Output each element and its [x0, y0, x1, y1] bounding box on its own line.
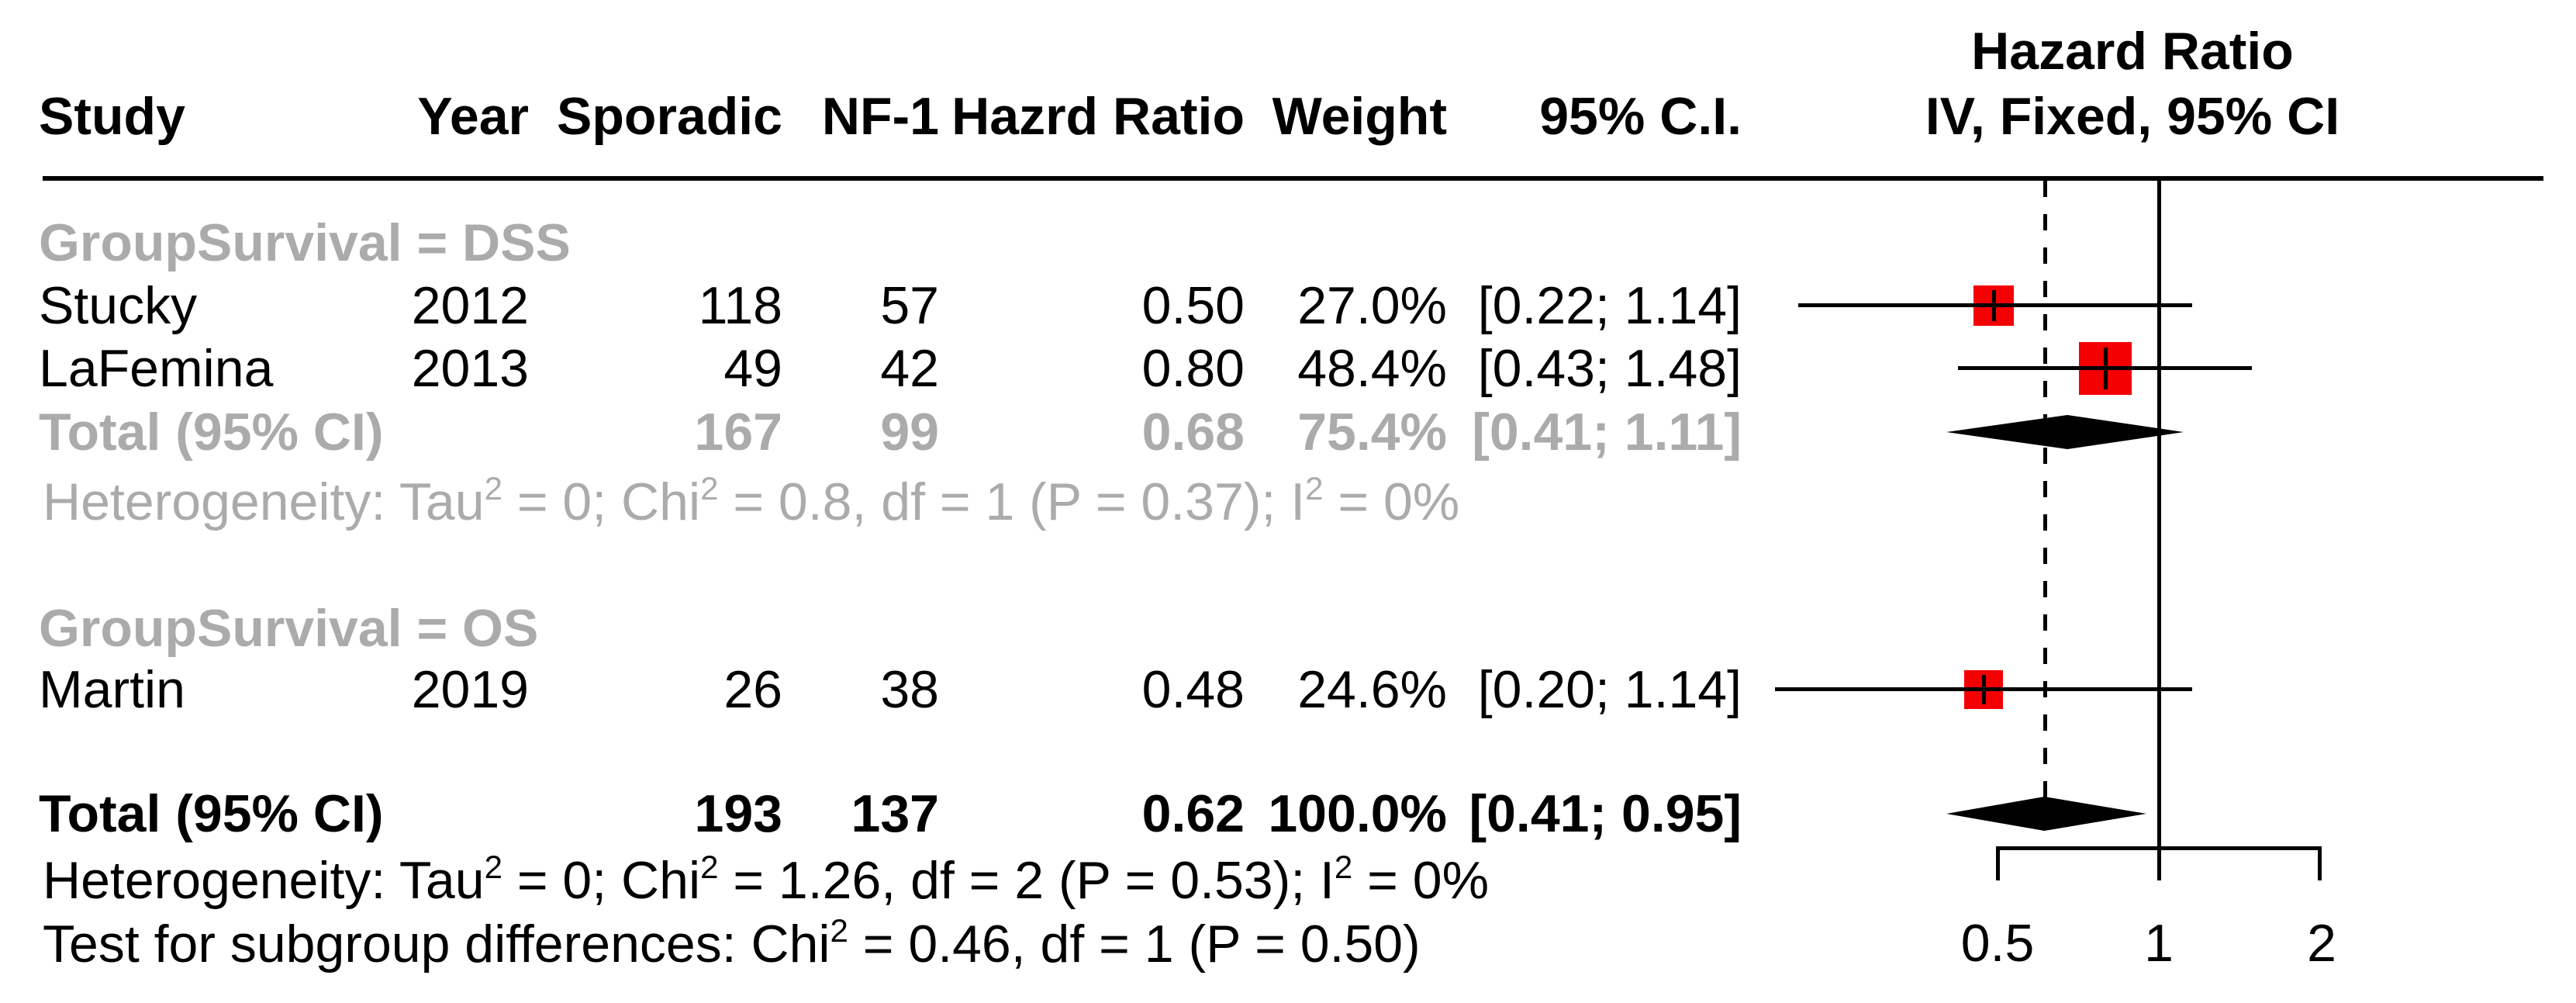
col-header-year: Year: [417, 87, 529, 146]
overall-nf1-n: 137: [851, 784, 939, 843]
header-divider-rule: [43, 176, 2543, 181]
study-nf1-n: 57: [880, 276, 939, 335]
col-header-sporadic: Sporadic: [557, 87, 782, 146]
study-weight: 24.6%: [1297, 660, 1447, 719]
col-header-weight: Weight: [1272, 87, 1447, 146]
study-sporadic-n: 26: [723, 660, 782, 719]
study-sporadic-n: 49: [723, 339, 782, 398]
overall-ci: [0.41; 0.95]: [1469, 784, 1742, 843]
overall-effect-dashed-line: [2043, 181, 2047, 797]
subtotal-label: Total (95% CI): [39, 403, 384, 462]
study-hr: 0.80: [1141, 339, 1245, 398]
col-header-nf1: NF-1: [821, 87, 939, 146]
effect-cross-lafemina: [2104, 348, 2108, 389]
x-axis-label-2: 2: [2307, 914, 2336, 973]
subtotal-ci: [0.41; 1.11]: [1472, 403, 1742, 462]
study-year: 2012: [411, 276, 529, 335]
subtotal-sporadic-n: 167: [694, 403, 782, 462]
reference-line: [2157, 178, 2161, 880]
plot-header-line1: Hazard Ratio: [1971, 22, 2294, 81]
group-label-os: GroupSurvival = OS: [39, 599, 539, 658]
study-name: Stucky: [39, 276, 198, 335]
study-hr: 0.50: [1141, 276, 1245, 335]
x-axis-tick-2: [2318, 846, 2322, 880]
plot-header-line2: IV, Fixed, 95% CI: [1925, 87, 2340, 146]
effect-cross-stucky: [1992, 290, 1996, 321]
overall-weight: 100.0%: [1268, 784, 1447, 843]
study-year: 2019: [411, 660, 529, 719]
x-axis-tick-1: [2157, 846, 2161, 880]
col-header-hazard-ratio: Hazrd Ratio: [951, 87, 1245, 146]
study-hr: 0.48: [1141, 660, 1245, 719]
subgroup-test-text: Test for subgroup differences: Chi2 = 0.…: [43, 912, 1421, 974]
overall-hr: 0.62: [1141, 784, 1245, 843]
subtotal-hr: 0.68: [1141, 403, 1245, 462]
subtotal-weight: 75.4%: [1297, 403, 1447, 462]
study-weight: 48.4%: [1297, 339, 1447, 398]
subtotal-diamond-dss: [1946, 415, 2184, 449]
study-nf1-n: 42: [880, 339, 939, 398]
col-header-study: Study: [39, 87, 185, 146]
study-ci: [0.43; 1.48]: [1477, 339, 1742, 398]
study-ci: [0.22; 1.14]: [1477, 276, 1742, 335]
study-ci: [0.20; 1.14]: [1477, 660, 1742, 719]
study-weight: 27.0%: [1297, 276, 1447, 335]
study-name: LaFemina: [39, 339, 274, 398]
heterogeneity-dss-text: Heterogeneity: Tau2 = 0; Chi2 = 0.8, df …: [43, 470, 1460, 531]
col-header-ci: 95% C.I.: [1539, 87, 1742, 146]
x-axis-label-05: 0.5: [1960, 914, 2035, 973]
overall-total-label: Total (95% CI): [39, 784, 384, 843]
study-nf1-n: 38: [880, 660, 939, 719]
effect-cross-martin: [1982, 675, 1986, 704]
subtotal-nf1-n: 99: [880, 403, 939, 462]
heterogeneity-overall-text: Heterogeneity: Tau2 = 0; Chi2 = 1.26, df…: [43, 849, 1490, 910]
x-axis-tick-05: [1996, 846, 2000, 880]
overall-diamond: [1946, 797, 2146, 831]
overall-sporadic-n: 193: [694, 784, 782, 843]
group-label-dss: GroupSurvival = DSS: [39, 213, 571, 272]
study-sporadic-n: 118: [698, 276, 782, 335]
study-name: Martin: [39, 660, 185, 719]
study-year: 2013: [411, 339, 529, 398]
x-axis-label-1: 1: [2144, 914, 2174, 973]
